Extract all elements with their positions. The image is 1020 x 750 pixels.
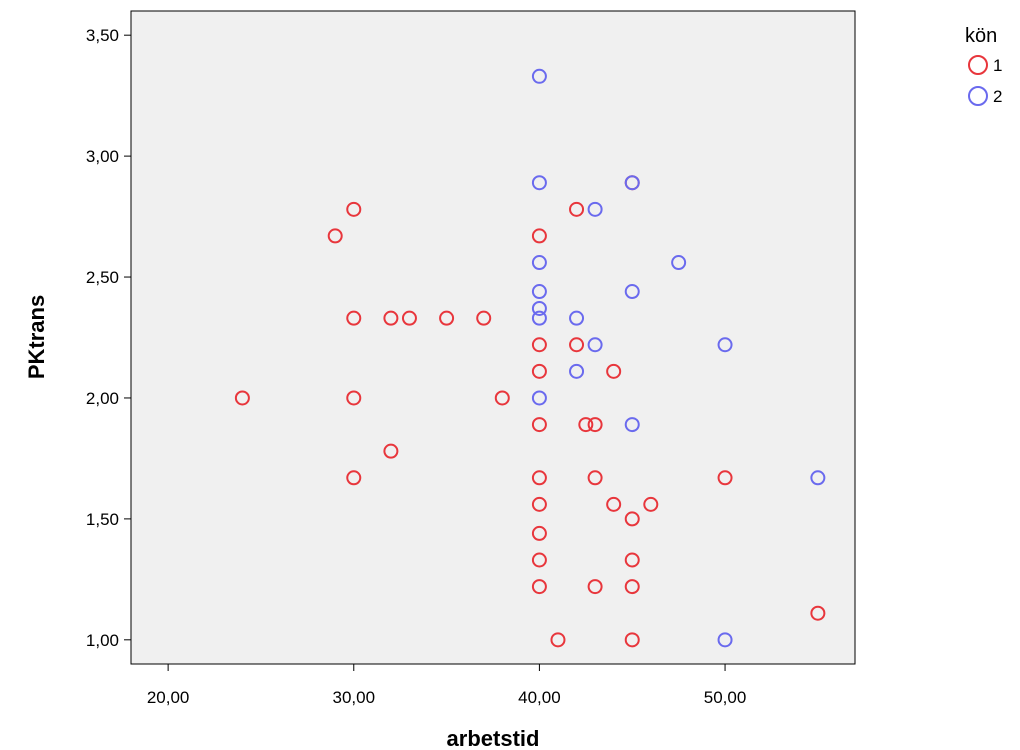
data-point-series-1 — [624, 511, 640, 527]
data-point-series-1 — [346, 470, 362, 486]
data-point-series-2 — [587, 337, 603, 353]
y-tick-label: 3,00 — [86, 147, 119, 166]
data-point-series-1 — [531, 363, 547, 379]
plot-area — [130, 10, 856, 665]
data-point-series-1 — [346, 390, 362, 406]
data-point-series-2 — [587, 201, 603, 217]
data-point-series-1 — [531, 470, 547, 486]
data-point-series-2 — [531, 390, 547, 406]
data-point-series-2 — [569, 363, 585, 379]
data-point-series-1 — [606, 496, 622, 512]
data-point-series-1 — [606, 363, 622, 379]
y-tick-label: 3,50 — [86, 26, 119, 45]
x-tick-label: 50,00 — [704, 688, 747, 707]
data-points — [234, 68, 826, 648]
data-point-series-1 — [624, 579, 640, 595]
data-point-series-1 — [476, 310, 492, 326]
data-point-series-1 — [234, 390, 250, 406]
data-point-series-2 — [717, 632, 733, 648]
y-axis: 1,00 1,50 2,00 2,50 3,00 3,50 — [86, 26, 131, 650]
data-point-series-1 — [401, 310, 417, 326]
data-point-series-1 — [531, 552, 547, 568]
data-point-series-1 — [327, 228, 343, 244]
y-tick-label: 1,50 — [86, 510, 119, 529]
x-tick-label: 30,00 — [332, 688, 375, 707]
data-point-series-1 — [587, 417, 603, 433]
data-point-series-2 — [810, 470, 826, 486]
data-point-series-1 — [531, 417, 547, 433]
data-point-series-2 — [624, 417, 640, 433]
legend-label: 2 — [993, 87, 1002, 106]
data-point-series-1 — [587, 579, 603, 595]
legend-marker — [968, 86, 988, 106]
data-point-series-1 — [531, 496, 547, 512]
data-point-series-1 — [569, 337, 585, 353]
data-point-series-2 — [569, 310, 585, 326]
data-point-series-1 — [810, 605, 826, 621]
data-point-series-1 — [494, 390, 510, 406]
data-point-series-2 — [717, 337, 733, 353]
x-axis-title: arbetstid — [447, 726, 540, 750]
data-point-series-1 — [624, 552, 640, 568]
data-point-series-1 — [439, 310, 455, 326]
data-point-series-1 — [383, 310, 399, 326]
y-tick-label: 2,50 — [86, 268, 119, 287]
y-tick-label: 2,00 — [86, 389, 119, 408]
x-tick-label: 20,00 — [147, 688, 190, 707]
data-point-series-2 — [531, 284, 547, 300]
data-point-series-1 — [587, 470, 603, 486]
x-axis: 20,00 30,00 40,00 50,00 — [147, 664, 746, 707]
data-point-series-2 — [531, 300, 547, 316]
data-point-series-1 — [578, 417, 594, 433]
data-point-series-2 — [671, 255, 687, 271]
data-point-series-1 — [569, 201, 585, 217]
data-point-series-1 — [383, 443, 399, 459]
data-point-series-1 — [717, 470, 733, 486]
data-point-series-2 — [531, 255, 547, 271]
data-point-series-1 — [531, 228, 547, 244]
data-point-series-2 — [624, 284, 640, 300]
data-point-series-1 — [346, 310, 362, 326]
data-point-series-1 — [531, 579, 547, 595]
data-point-series-2 — [531, 68, 547, 84]
data-point-series-1 — [346, 201, 362, 217]
data-point-series-1 — [531, 525, 547, 541]
data-point-series-1 — [550, 632, 566, 648]
legend-title: kön — [965, 25, 997, 47]
data-point-series-2 — [531, 175, 547, 191]
data-point-series-1 — [531, 337, 547, 353]
data-point-series-2 — [531, 310, 547, 326]
x-tick-label: 40,00 — [518, 688, 561, 707]
data-point-series-2 — [624, 175, 640, 191]
legend-label: 1 — [993, 56, 1002, 75]
data-point-series-1 — [624, 632, 640, 648]
y-tick-label: 1,00 — [86, 631, 119, 650]
legend: kön 1 2 — [965, 25, 1002, 106]
legend-marker — [968, 55, 988, 75]
data-point-series-1 — [643, 496, 659, 512]
y-axis-title: PKtrans — [24, 295, 49, 379]
